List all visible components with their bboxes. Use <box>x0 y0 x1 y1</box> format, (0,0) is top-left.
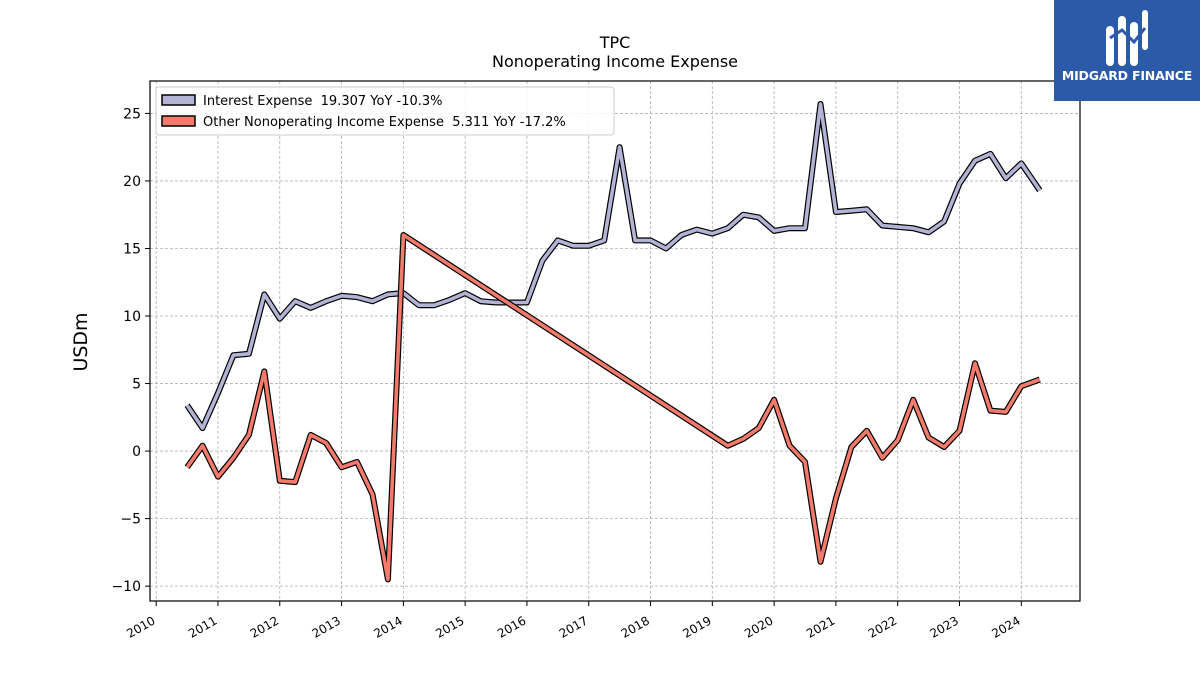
chart-title: TPC <box>599 33 631 52</box>
y-axis: −10 −5 0 5 10 15 20 25 <box>111 106 150 595</box>
chart-subtitle: Nonoperating Income Expense <box>492 52 738 71</box>
x-tick-label: 2019 <box>680 613 713 640</box>
legend: Interest Expense 19.307 YoY -10.3% Other… <box>155 86 615 136</box>
x-tick-label: 2010 <box>124 613 157 640</box>
y-axis-label: USDm <box>70 312 92 371</box>
y-tick-label: −5 <box>120 512 141 528</box>
x-tick-label: 2017 <box>557 613 590 640</box>
x-axis: 2010 2011 2012 2013 2014 2015 2016 2017 2018 2019… <box>124 601 1023 641</box>
y-tick-label: 5 <box>132 377 141 393</box>
legend-label-interest-expense: Interest Expense 19.307 YoY -10.3% <box>203 94 443 109</box>
plot-area <box>149 80 1081 602</box>
x-tick-label: 2011 <box>186 613 219 640</box>
legend-swatch-other-nonoperating <box>161 115 196 127</box>
x-tick-label: 2016 <box>495 613 528 640</box>
x-tick-label: 2024 <box>989 613 1022 640</box>
legend-box <box>155 86 615 136</box>
brand-logo: MIDGARD FINANCE <box>1054 0 1200 101</box>
x-tick-label: 2021 <box>804 613 837 640</box>
brand-name: MIDGARD FINANCE <box>1061 68 1193 83</box>
y-tick-label: 25 <box>123 106 141 122</box>
x-tick-label: 2023 <box>928 613 961 640</box>
series-line-other-nonoperating-income-expense <box>185 233 1041 582</box>
y-tick-label: −10 <box>111 579 141 595</box>
x-tick-label: 2020 <box>742 613 775 640</box>
y-tick-label: 15 <box>123 241 141 257</box>
x-tick-label: 2014 <box>371 613 404 640</box>
x-tick-label: 2015 <box>433 613 466 640</box>
y-tick-label: 0 <box>132 444 141 460</box>
y-tick-label: 20 <box>123 174 141 190</box>
midgard-logo-icon <box>1106 10 1148 66</box>
x-tick-label: 2012 <box>248 613 281 640</box>
y-tick-label: 10 <box>123 309 141 325</box>
legend-label-other-nonoperating: Other Nonoperating Income Expense 5.311 … <box>203 115 566 130</box>
x-tick-label: 2022 <box>866 613 899 640</box>
x-tick-label: 2013 <box>310 613 343 640</box>
series-line-interest-expense <box>185 102 1042 430</box>
x-tick-label: 2018 <box>619 613 652 640</box>
series-lines <box>184 101 1043 583</box>
series-outline-interest-expense <box>184 101 1043 432</box>
legend-swatch-interest-expense <box>161 94 196 106</box>
